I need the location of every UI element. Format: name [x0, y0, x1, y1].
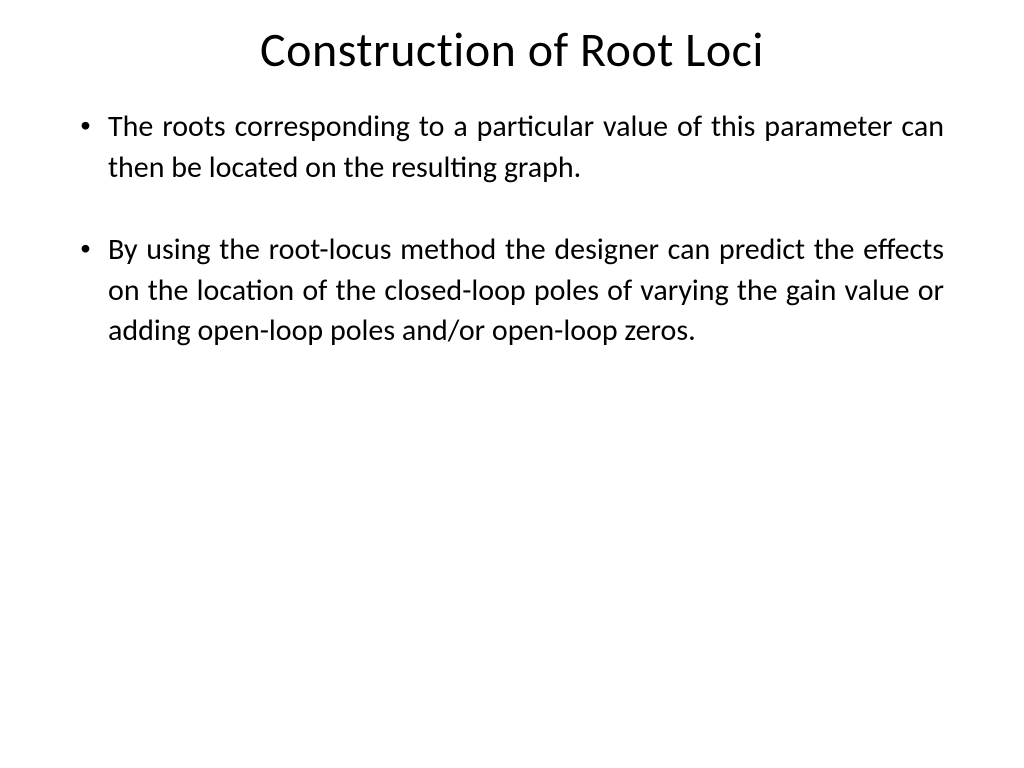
- bullet-item: • The roots corresponding to a particula…: [80, 107, 944, 188]
- bullet-item: • By using the root-locus method the des…: [80, 230, 944, 352]
- bullet-text: The roots corresponding to a particular …: [108, 107, 944, 188]
- slide-title: Construction of Root Loci: [70, 20, 954, 79]
- slide: Construction of Root Loci • The roots co…: [0, 0, 1024, 768]
- bullet-text: By using the root-locus method the desig…: [108, 230, 944, 352]
- bullet-marker-icon: •: [80, 230, 108, 352]
- slide-content: • The roots corresponding to a particula…: [70, 107, 954, 352]
- bullet-marker-icon: •: [80, 107, 108, 188]
